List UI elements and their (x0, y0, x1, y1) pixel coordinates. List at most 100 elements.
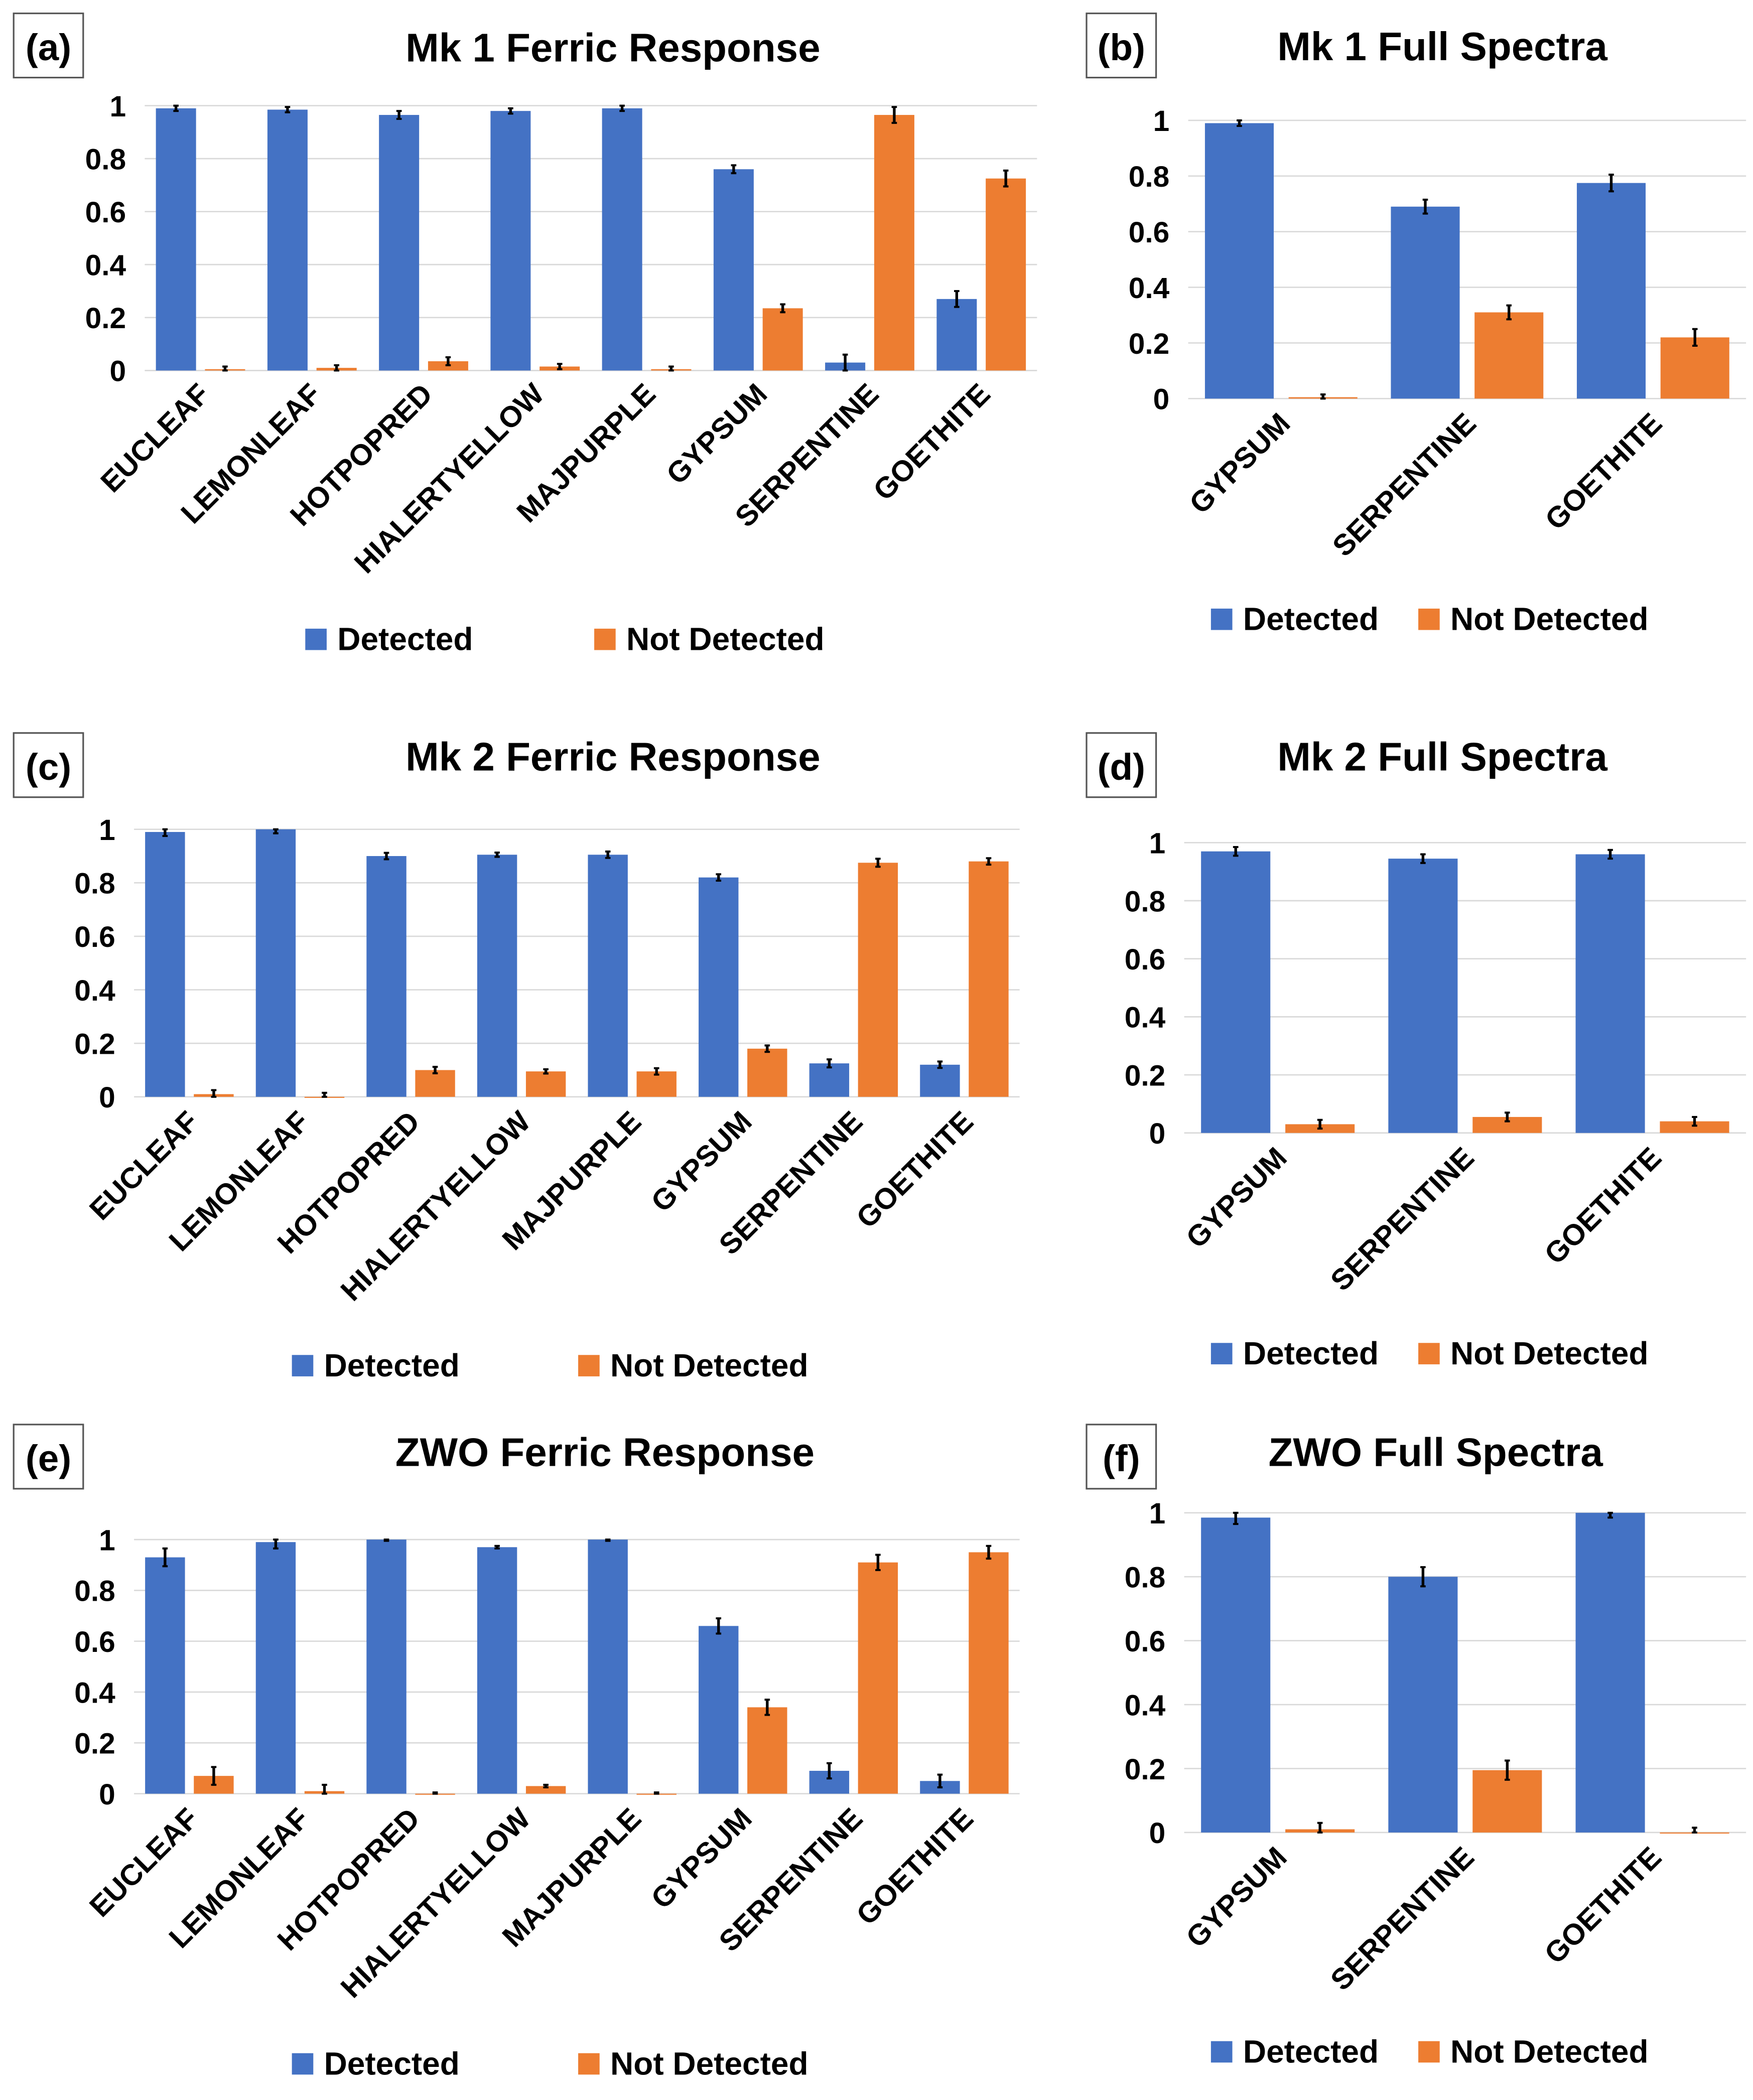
bar-not-detected (1660, 1121, 1729, 1133)
bar-detected (255, 1542, 296, 1794)
y-tick-label: 0.6 (1125, 943, 1166, 976)
legend-label-detected: Detected (1243, 601, 1379, 637)
x-tick-label: SERPENTINE (1324, 1141, 1480, 1297)
bar-detected (145, 1557, 185, 1794)
legend-swatch-not-detected (594, 628, 616, 650)
legend-swatch-detected (1210, 1343, 1233, 1364)
bar-detected (145, 832, 185, 1097)
panel-label: (e) (26, 1437, 71, 1479)
x-tick-label: GOETHITE (850, 1802, 980, 1931)
x-tick-label: GYPSUM (1183, 407, 1297, 520)
x-tick-label: GOETHITE (867, 377, 997, 507)
y-tick-label: 0.2 (1125, 1059, 1166, 1092)
y-tick-label: 0.6 (1129, 216, 1170, 249)
bar-detected (713, 169, 754, 371)
panel-label-box (13, 1424, 84, 1490)
legend-label-not-detected: Not Detected (626, 621, 825, 657)
legend-label-detected: Detected (324, 2045, 460, 2081)
bar-not-detected (525, 1071, 566, 1097)
panel-label: (f) (1103, 1437, 1140, 1479)
chart-panel: (f) ZWO Full Spectra 0 0.2 0.4 0.6 0.8 1 GYPSUM S… (1086, 1424, 1746, 2069)
y-tick-label: 0.4 (1125, 1002, 1166, 1034)
bar-not-detected (636, 1071, 677, 1097)
bar-detected (477, 855, 517, 1097)
bar-not-detected (874, 115, 914, 371)
legend-label-detected: Detected (1243, 2033, 1379, 2069)
y-tick-label: 0.2 (1129, 328, 1170, 360)
legend-swatch-detected (292, 2053, 314, 2075)
x-tick-label: EUCLEAF (83, 1105, 205, 1226)
x-tick-label: HIALERTYELLOW (335, 1802, 537, 2004)
panel-label-box (1086, 732, 1157, 798)
chart-panel: (e) ZWO Ferric Response 0 0.2 0.4 0.6 0.8 1 EUCL… (13, 1424, 1020, 2081)
bar-detected (1391, 206, 1460, 399)
panel-label-box (13, 732, 84, 798)
bar-detected (809, 1063, 850, 1097)
legend-swatch-not-detected (578, 2053, 600, 2075)
legend-label-detected: Detected (324, 1347, 460, 1383)
bar-not-detected (747, 1048, 787, 1097)
bar-detected (1575, 1512, 1645, 1833)
bar-detected (1201, 851, 1271, 1133)
y-tick-label: 0.8 (74, 868, 115, 900)
bar-not-detected (858, 863, 898, 1097)
x-tick-label: SERPENTINE (1326, 407, 1482, 563)
legend-label-detected: Detected (1243, 1335, 1379, 1371)
bar-not-detected (525, 1786, 566, 1794)
bar-detected (267, 109, 308, 371)
y-tick-label: 0.8 (1129, 161, 1170, 193)
bar-detected (588, 1539, 628, 1794)
chart-title: ZWO Ferric Response (395, 1430, 815, 1475)
bar-detected (699, 1626, 739, 1794)
bar-detected (255, 829, 296, 1097)
y-tick-label: 0.2 (74, 1728, 115, 1760)
panel-label: (d) (1098, 746, 1145, 788)
y-tick-label: 1 (1149, 1497, 1166, 1530)
y-tick-label: 0.6 (74, 1626, 115, 1658)
bar-not-detected (969, 1552, 1009, 1794)
bar-detected (1576, 183, 1646, 399)
legend-label-not-detected: Not Detected (1450, 601, 1649, 637)
y-tick-label: 0 (1149, 1817, 1166, 1850)
legend-swatch-not-detected (1418, 608, 1440, 630)
bar-not-detected (415, 1070, 455, 1097)
y-tick-label: 0.6 (85, 196, 126, 229)
panel-label-box (1086, 1424, 1157, 1490)
chart-panel: (b) Mk 1 Full Spectra 0 0.2 0.4 0.6 0.8 1 GYPSUM… (1086, 13, 1746, 637)
legend-swatch-detected (292, 1355, 314, 1376)
bar-detected (379, 115, 420, 371)
y-tick-label: 0.8 (85, 143, 126, 176)
bar-not-detected (969, 861, 1009, 1097)
legend-swatch-not-detected (1418, 2041, 1440, 2063)
bar-detected (1201, 1517, 1271, 1833)
chart-title: Mk 1 Ferric Response (406, 26, 821, 70)
y-tick-label: 0.8 (1125, 885, 1166, 918)
legend-label-detected: Detected (337, 621, 473, 657)
y-tick-label: 0.2 (85, 302, 126, 335)
y-tick-label: 1 (109, 90, 126, 123)
legend-label-not-detected: Not Detected (610, 2045, 808, 2081)
chart-title: Mk 1 Full Spectra (1277, 24, 1607, 69)
y-tick-label: 0.8 (74, 1575, 115, 1608)
x-tick-label: GOETHITE (1538, 1141, 1668, 1271)
bar-detected (366, 856, 407, 1097)
y-tick-label: 0 (99, 1778, 115, 1811)
bar-not-detected (1474, 312, 1544, 399)
y-tick-label: 0.4 (1129, 272, 1170, 305)
chart-title: ZWO Full Spectra (1269, 1430, 1603, 1475)
bar-not-detected (747, 1707, 787, 1794)
x-tick-label: GYPSUM (1180, 1141, 1293, 1254)
x-tick-label: GYPSUM (1180, 1841, 1293, 1954)
bar-detected (588, 855, 628, 1097)
y-tick-label: 0.4 (74, 1676, 115, 1709)
bar-detected (477, 1547, 517, 1794)
bar-not-detected (986, 178, 1026, 371)
x-tick-label: GYPSUM (645, 1802, 758, 1915)
y-tick-label: 0.2 (1125, 1753, 1166, 1786)
x-tick-label: EUCLEAF (83, 1802, 205, 1923)
bar-detected (490, 111, 531, 371)
panel-label-box (1086, 13, 1157, 79)
legend-swatch-not-detected (1418, 1343, 1440, 1364)
chart-title: Mk 2 Full Spectra (1277, 734, 1607, 779)
bar-detected (699, 877, 739, 1097)
